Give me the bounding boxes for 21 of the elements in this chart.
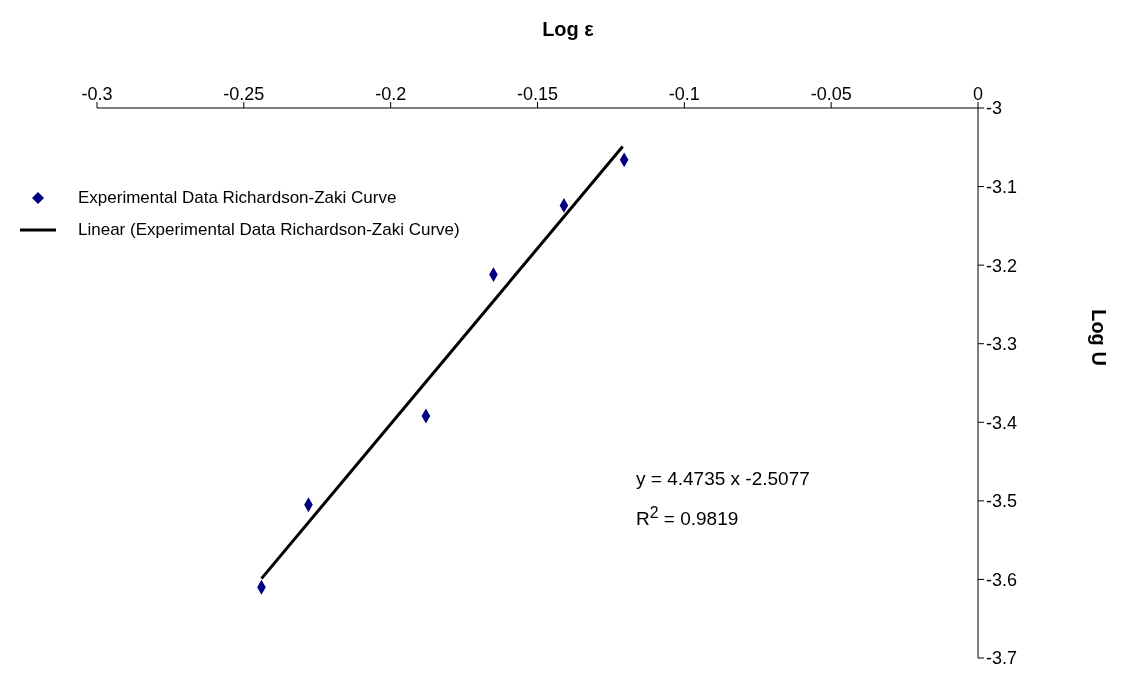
y-tick-label: -3: [986, 98, 1003, 119]
x-tick-label: -0.15: [516, 84, 559, 104]
x-tick-label: -0.1: [668, 84, 700, 104]
y-axis-title: Log U: [1086, 308, 1110, 368]
x-axis-title: Log ε: [541, 18, 595, 41]
y-tick-label: -3.2: [986, 255, 1018, 276]
y-tick-label: -3.4: [986, 412, 1018, 433]
x-tick-label: -0.2: [375, 84, 407, 104]
y-tick-label: -3.6: [986, 569, 1018, 590]
x-tick-label: -0.25: [223, 84, 265, 104]
legend-label: Linear (Experimental Data Richardson-Zaki Curve): [78, 220, 460, 240]
x-tick-label: -0.3: [81, 84, 113, 104]
annotation: y = 4.4735 x -2.5077: [636, 468, 810, 490]
annotation: R$^{2}$ = 0.9819: [636, 504, 740, 531]
x-tick-label: 0: [972, 84, 984, 104]
y-tick-label: -3.7: [986, 648, 1018, 669]
legend-label: Experimental Data Richardson-Zaki Curve: [78, 188, 397, 208]
y-tick-label: -3.1: [986, 176, 1018, 197]
y-tick-label: -3.3: [986, 334, 1018, 355]
x-tick-label: -0.05: [810, 84, 852, 104]
y-tick-label: -3.5: [986, 491, 1018, 512]
